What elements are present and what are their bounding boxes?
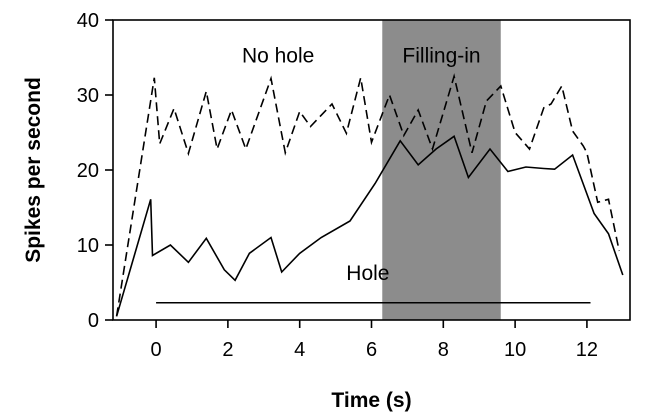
y-tick-label: 40 [77,10,99,32]
y-tick-label: 10 [77,235,99,257]
x-tick-label: 6 [366,339,377,361]
annotation-no-hole: No hole [242,44,314,67]
filling-in-region [382,20,501,320]
x-tick-label: 8 [438,339,449,361]
x-tick-label: 12 [576,339,598,361]
series-line-hole [115,135,624,317]
axis-ticks [105,19,588,328]
x-tick-label: 4 [294,339,305,361]
y-tick-label: 20 [77,160,99,182]
series-line-no-hole [115,73,620,317]
y-tick-label: 0 [88,310,99,332]
x-tick-label: 2 [222,339,233,361]
y-tick-label: 30 [77,85,99,107]
tick-labels: 0 2 4 6 8 10 12 0 10 20 30 40 [77,10,598,361]
annotation-filling-in: Filling-in [402,44,480,67]
x-axis-title: Time (s) [331,389,411,412]
plot-frame [112,19,631,321]
y-axis-title: Spikes per second [22,77,45,263]
annotation-hole: Hole [346,262,389,285]
x-tick-label: 0 [151,339,162,361]
x-tick-label: 10 [504,339,526,361]
